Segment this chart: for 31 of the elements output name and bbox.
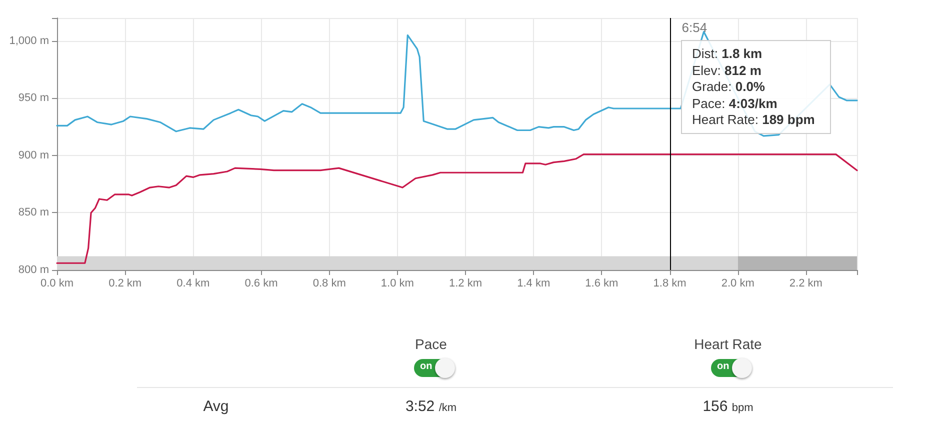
toggle-switch: on — [711, 359, 751, 377]
x-tick-label: 0.8 km — [312, 278, 346, 290]
x-tick-label: 1.6 km — [585, 278, 618, 290]
x-tick-label: 1.4 km — [517, 278, 550, 290]
y-tick-label: 900 m — [18, 149, 49, 162]
annotation: Grade: 0.0% — [692, 79, 765, 94]
x-tick-label: 0.2 km — [108, 278, 142, 290]
x-tick-label: 1.0 km — [380, 278, 414, 290]
x-tick-label: 0.0 km — [40, 278, 74, 290]
x-tick-label: 2.0 km — [721, 278, 754, 290]
y-tick-label: 950 m — [18, 92, 49, 104]
text: 156 bpm — [702, 398, 754, 415]
y-tick-label: 850 m — [18, 206, 49, 219]
annotation: 6:54 — [682, 20, 708, 35]
text: 3:52 /km — [404, 398, 458, 415]
annotation: Elev: 812 m — [692, 62, 762, 78]
x-tick-label: 0.4 km — [176, 278, 210, 290]
x-tick-label: 1.2 km — [449, 278, 482, 290]
annotation: Pace: 4:03/km — [692, 96, 778, 110]
y-tick-label: 800 m — [18, 264, 49, 276]
y-tick-label: 1,000 m — [9, 34, 49, 47]
x-tick-label: 1.8 km — [653, 278, 686, 290]
annotation: Heart Rate: 189 bpm — [692, 112, 815, 127]
x-tick-label: 0.6 km — [244, 278, 278, 290]
text: Pace — [414, 336, 448, 352]
text: Avg — [202, 398, 230, 415]
text: Heart Rate — [693, 336, 763, 352]
x-tick-label: 2.2 km — [789, 278, 822, 290]
toggle-switch: on — [414, 359, 454, 377]
annotation: Dist: 1.8 km — [692, 46, 762, 61]
line-series — [56, 154, 858, 264]
